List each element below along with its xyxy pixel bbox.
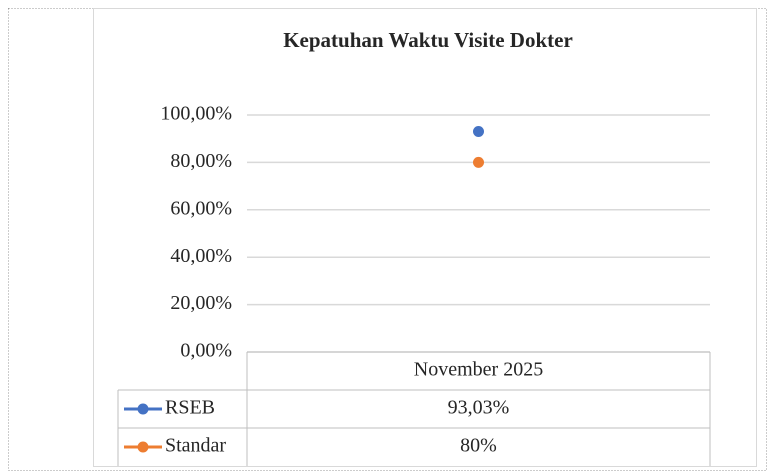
y-tick-label: 80,00%: [170, 150, 232, 172]
y-tick-label: 60,00%: [170, 197, 232, 219]
legend-label: Standar: [165, 435, 226, 457]
y-tick-label: 20,00%: [170, 292, 232, 314]
table-value: 80%: [460, 435, 497, 457]
table-value: 93,03%: [448, 397, 510, 419]
y-tick-label: 100,00%: [160, 103, 232, 125]
x-tick-label: November 2025: [414, 359, 543, 381]
legend-marker: [137, 403, 149, 415]
data-point: [473, 156, 484, 168]
y-tick-label: 0,00%: [180, 340, 232, 362]
legend-label: RSEB: [165, 397, 215, 419]
y-tick-label: 40,00%: [170, 245, 232, 267]
chart-title: Kepatuhan Waktu Visite Dokter: [283, 28, 573, 52]
legend-marker: [137, 441, 149, 453]
data-point: [473, 126, 484, 138]
